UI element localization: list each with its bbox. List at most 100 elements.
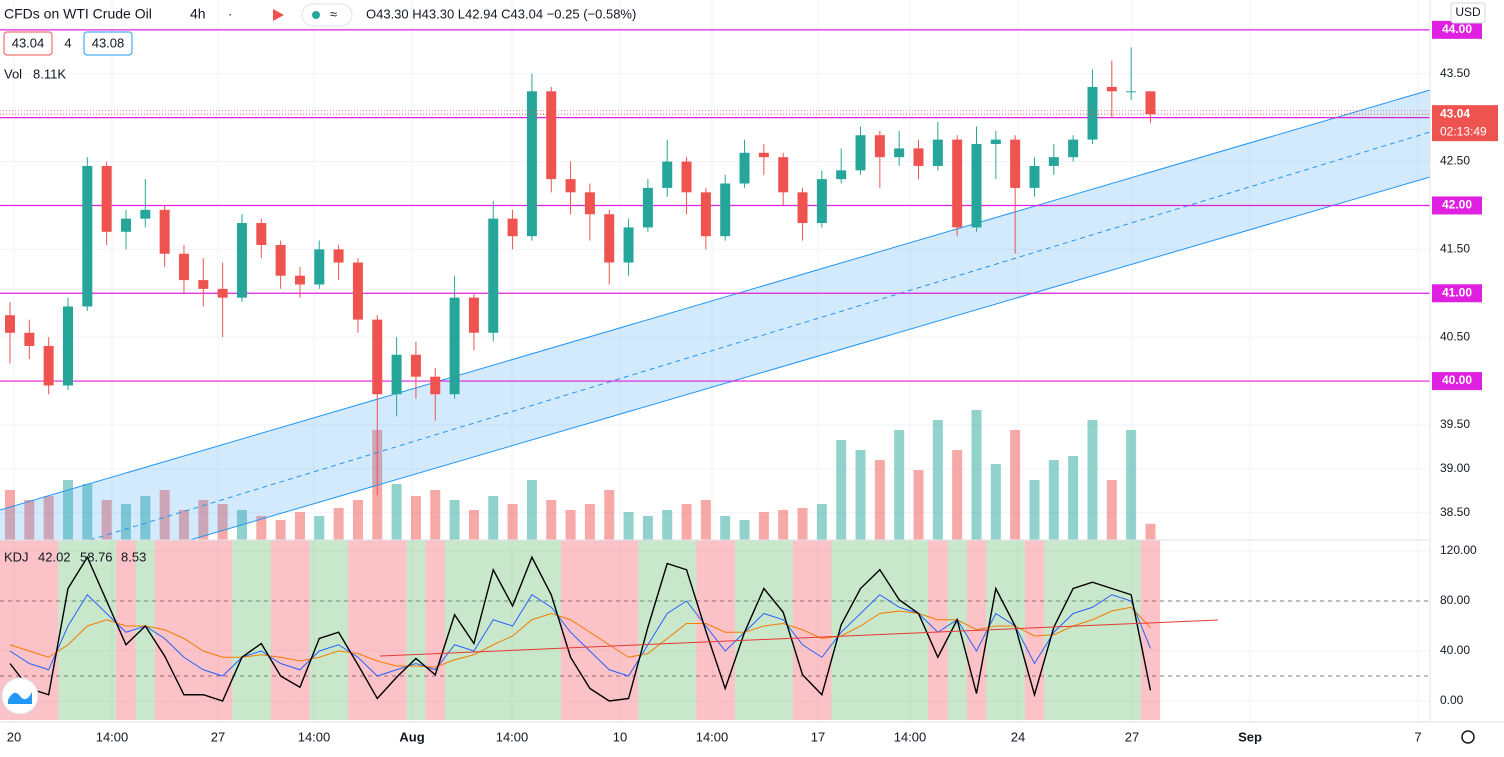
kdj-zone — [1102, 540, 1122, 720]
volume-bar — [797, 508, 808, 540]
x-tick-label: Sep — [1238, 729, 1262, 744]
candle-body — [584, 192, 595, 215]
candle-body — [913, 148, 924, 166]
x-tick-label: 14:00 — [496, 729, 529, 744]
volume-bar — [1068, 456, 1079, 540]
kdj-legend-k: 42.02 — [38, 549, 71, 564]
candle-body — [101, 165, 112, 232]
candle-body — [990, 139, 1001, 144]
level-label-bg — [1432, 284, 1482, 303]
volume-bar — [855, 450, 866, 540]
volume-bar — [565, 510, 576, 540]
spread: 4 — [64, 35, 71, 50]
volume-bar — [778, 510, 789, 540]
volume-bar — [1126, 430, 1137, 540]
candle-body — [62, 306, 73, 386]
volume-legend-name: Vol — [4, 66, 22, 81]
volume-bar — [546, 500, 557, 540]
candle-body — [816, 179, 827, 224]
volume-bar — [720, 516, 731, 540]
y-tick-label: 43.50 — [1440, 66, 1470, 80]
kdj-zone — [715, 540, 735, 720]
candle-body — [1145, 91, 1156, 115]
currency-button[interactable] — [1450, 2, 1486, 24]
level-label: 42.00 — [1442, 198, 1472, 212]
kdj-zone — [850, 540, 871, 720]
volume-bar — [623, 512, 634, 540]
status-icon: ≈ — [330, 6, 337, 21]
channel-upper — [0, 89, 1431, 511]
candle-body — [24, 332, 35, 346]
candle-body — [372, 319, 383, 395]
kdj-zone — [0, 540, 20, 720]
x-tick-label: 27 — [211, 729, 225, 744]
candle-body — [1068, 139, 1079, 158]
axes: 20 14:00 27 14:00 Aug 14:00 10 14:00 17 14:00 24 27… — [7, 20, 1498, 744]
volume-bar — [5, 490, 15, 540]
kdj-zone — [928, 540, 948, 720]
candle-body — [546, 91, 557, 180]
candle-body — [507, 218, 518, 237]
x-tick-label: 17 — [811, 729, 825, 744]
kdj-zone — [754, 540, 774, 720]
candle-body — [294, 275, 305, 285]
kdj-zone — [425, 540, 445, 720]
kdj-zone — [889, 540, 909, 720]
volume-bar — [333, 508, 344, 540]
volume-bar — [120, 504, 131, 540]
kdj-zone — [541, 540, 561, 720]
candle-body — [855, 135, 866, 171]
volume-bar — [1087, 420, 1098, 540]
kdj-zone — [386, 540, 407, 720]
countdown: 02:13:49 — [1440, 124, 1487, 138]
kdj-zone — [193, 540, 213, 720]
candle-body — [1029, 165, 1040, 188]
candle-body — [894, 148, 905, 158]
volume-bar — [294, 512, 305, 540]
kdj-zone — [290, 540, 310, 720]
candle-body — [236, 223, 247, 298]
kdj-zone — [522, 540, 542, 720]
kdj-zone — [831, 540, 851, 720]
settings-icon[interactable] — [1461, 730, 1475, 744]
kdj-zone — [444, 540, 465, 720]
volume-bar — [1145, 523, 1156, 540]
volume-bar — [391, 484, 402, 540]
level-label: 40.00 — [1442, 373, 1472, 387]
kdj-zone — [212, 540, 233, 720]
candle-body — [178, 253, 189, 281]
y-tick-label: 39.00 — [1440, 461, 1470, 475]
level-label: 41.00 — [1442, 285, 1472, 299]
kdj-zone — [599, 540, 619, 720]
candle-body — [971, 144, 982, 228]
kdj-zone — [58, 540, 78, 720]
x-tick-label: 10 — [613, 729, 627, 744]
x-tick-label: 7 — [1414, 729, 1421, 744]
volume-bar — [758, 512, 769, 540]
flag-icon — [273, 9, 284, 21]
volume-bar — [681, 504, 692, 540]
kdj-tick-label: 0.00 — [1440, 693, 1464, 707]
candle-body — [681, 161, 692, 193]
y-tick-label: 40.50 — [1440, 329, 1470, 343]
candle-body — [1126, 91, 1137, 93]
candle-body — [198, 280, 209, 289]
volume-bar — [932, 420, 943, 540]
kdj-zone — [1082, 540, 1103, 720]
candle-body — [275, 244, 286, 276]
kdj-zone — [947, 540, 967, 720]
candle-body — [488, 218, 499, 333]
status-pill[interactable] — [301, 3, 353, 27]
bid-button[interactable] — [3, 31, 53, 56]
candle-body — [82, 165, 93, 307]
ask-button[interactable] — [83, 31, 133, 56]
candle-body — [952, 139, 963, 228]
kdj-zone — [1044, 540, 1064, 720]
volume-bar — [82, 484, 93, 540]
candle-body — [836, 170, 847, 180]
price-pane — [0, 29, 1430, 702]
kdj-background — [0, 540, 1161, 720]
candle-body — [449, 297, 460, 395]
volume-bar — [314, 516, 325, 540]
